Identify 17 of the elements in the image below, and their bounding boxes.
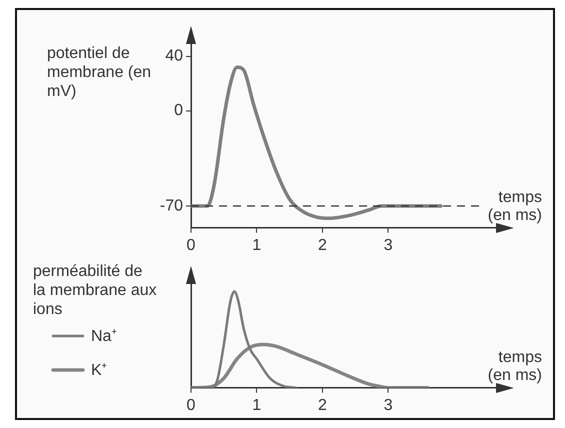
legend-label: Na⁺ [91,328,116,345]
x-tick-label: 1 [252,236,262,254]
x-axis-title: temps (en ms) [488,348,542,384]
x-tick-label: 2 [318,236,328,254]
y-tick-label: 0 [174,102,184,120]
x-axis-title: temps (en ms) [488,188,542,224]
x-tick-label: 2 [318,396,328,414]
x-tick-label: 3 [384,396,393,414]
x-tick-label: 3 [384,236,393,254]
x-tick-label: 0 [186,396,196,414]
y-axis-title: perméabilité de la membrane aux ions [33,263,157,318]
x-tick-label: 0 [186,236,196,254]
y-tick-label: -70 [160,197,184,214]
x-tick-label: 1 [252,396,262,414]
legend-label: K⁺ [91,362,107,379]
y-axis-title: potentiel de membrane (en mV) [47,45,152,100]
y-tick-label: 40 [165,48,184,65]
